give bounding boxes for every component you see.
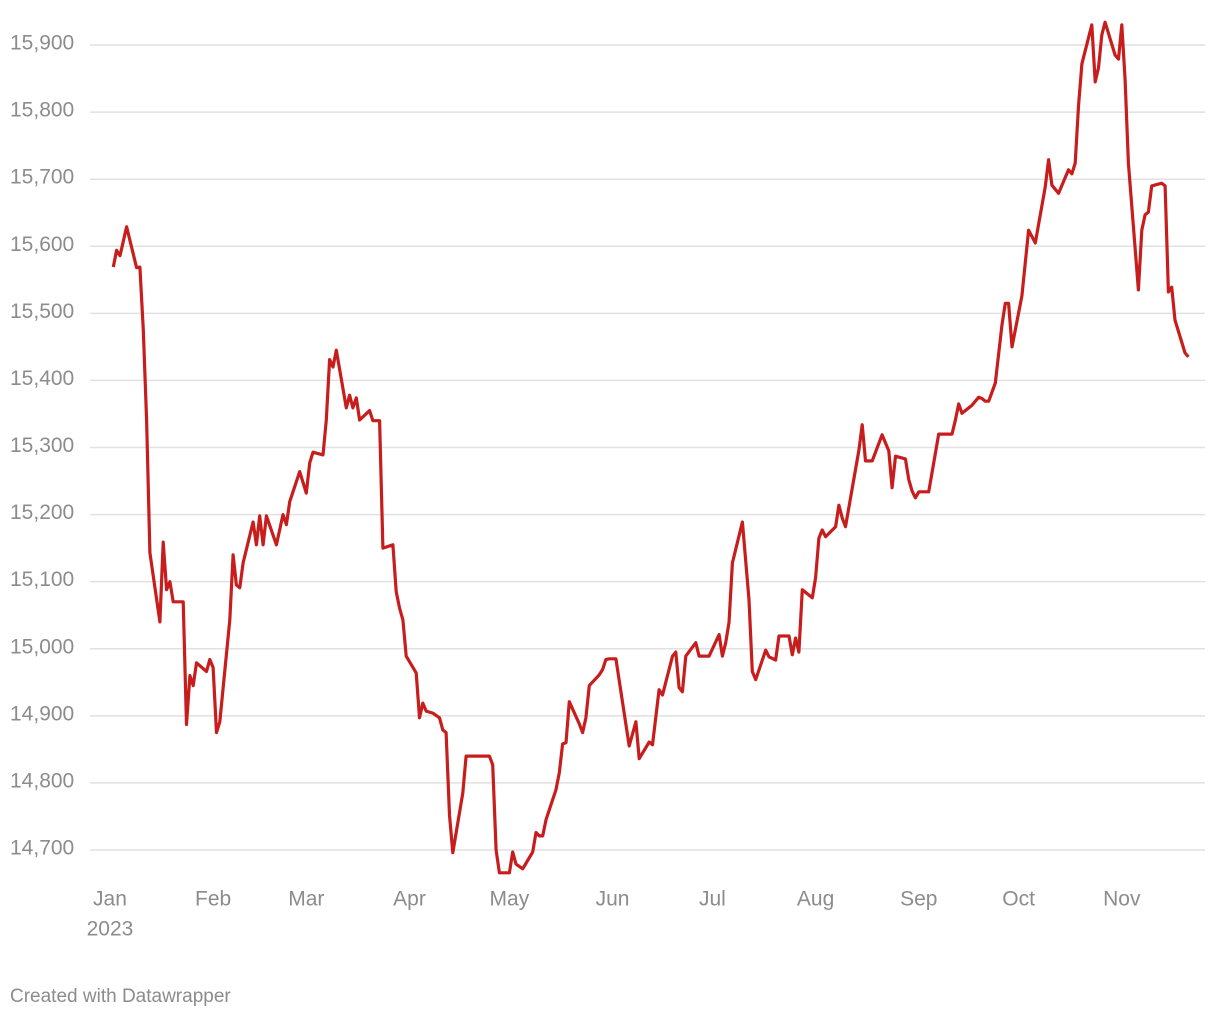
y-tick-label: 14,800: [10, 769, 74, 792]
y-tick-label: 15,700: [10, 166, 74, 189]
x-year-label: 2023: [87, 918, 134, 941]
y-tick-label: 15,900: [10, 32, 74, 55]
footer: Created with Datawrapper: [10, 986, 231, 1007]
y-tick-label: 14,700: [10, 837, 74, 860]
y-tick-label: 14,900: [10, 702, 74, 725]
x-tick-label: Jan: [93, 888, 127, 911]
y-tick-label: 15,300: [10, 434, 74, 457]
x-tick-label: Sep: [900, 888, 937, 911]
y-tick-label: 15,100: [10, 568, 74, 591]
x-tick-label: Feb: [195, 888, 231, 911]
y-tick-label: 15,400: [10, 367, 74, 390]
y-tick-label: 15,600: [10, 233, 74, 256]
x-tick-label: Nov: [1103, 888, 1141, 911]
y-tick-label: 15,200: [10, 501, 74, 524]
data-line: [111, 20, 1190, 875]
x-tick-label: Jun: [596, 888, 630, 911]
x-tick-label: Aug: [797, 888, 834, 911]
y-tick-label: 15,000: [10, 635, 74, 658]
x-tick-label: Jul: [699, 888, 726, 911]
x-tick-label: Oct: [1002, 888, 1035, 911]
y-tick-label: 15,800: [10, 99, 74, 122]
y-tick-label: 15,500: [10, 300, 74, 323]
x-tick-label: Mar: [288, 888, 324, 911]
x-tick-label: May: [490, 888, 530, 911]
x-tick-label: Apr: [393, 888, 426, 911]
